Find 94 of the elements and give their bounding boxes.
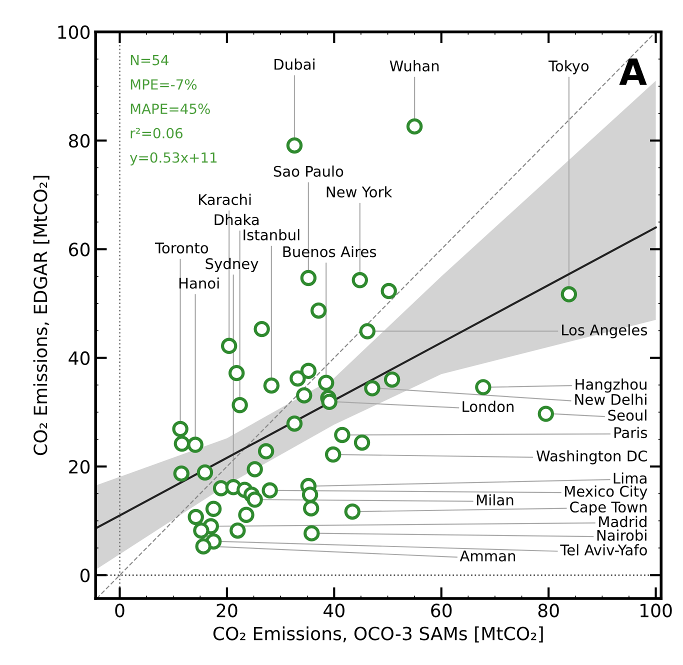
point bbox=[300, 270, 317, 286]
annotation: Hanoi bbox=[179, 277, 219, 289]
annotation: London bbox=[462, 400, 514, 412]
x-tick-label: 40 bbox=[324, 604, 344, 618]
point bbox=[354, 434, 370, 451]
point bbox=[352, 272, 368, 288]
point bbox=[187, 436, 204, 453]
point bbox=[290, 370, 306, 387]
point bbox=[560, 286, 578, 302]
point bbox=[188, 508, 204, 526]
point bbox=[195, 538, 212, 554]
point bbox=[246, 461, 263, 478]
point bbox=[344, 503, 360, 520]
annotation: New York bbox=[326, 186, 392, 198]
x-tick-label: 0 bbox=[115, 604, 124, 618]
point bbox=[205, 500, 222, 517]
x-axis-title: CO₂ Emissions, OCO-3 SAMs [MtCO₂] bbox=[213, 626, 543, 642]
annotation: Madrid bbox=[599, 516, 646, 528]
annotation: y=0.53x+11 bbox=[130, 152, 217, 166]
annotation: Sao Paulo bbox=[274, 166, 344, 177]
point bbox=[263, 377, 280, 394]
point bbox=[324, 446, 342, 463]
annotation: A bbox=[619, 58, 647, 85]
annotation: Sydney bbox=[206, 258, 258, 272]
point bbox=[302, 486, 318, 503]
point bbox=[380, 282, 397, 300]
point bbox=[296, 387, 312, 404]
point bbox=[302, 500, 320, 516]
annotation: New Delhi bbox=[575, 394, 646, 405]
point bbox=[238, 506, 254, 523]
x-tick-label: 100 bbox=[640, 604, 672, 618]
x-tick-label: 80 bbox=[538, 604, 559, 618]
point bbox=[318, 374, 334, 391]
point bbox=[262, 482, 278, 499]
annotation: Paris bbox=[614, 426, 648, 438]
point bbox=[364, 380, 380, 396]
y-tick-label: 20 bbox=[69, 460, 90, 474]
annotation: Buenos Aires bbox=[283, 246, 376, 258]
point bbox=[246, 492, 263, 508]
y-tick-label: 100 bbox=[58, 25, 90, 40]
point bbox=[286, 415, 303, 432]
y-tick-label: 0 bbox=[80, 568, 90, 582]
y-axis-title: CO₂ Emissions, EDGAR [MtCO₂] bbox=[33, 176, 50, 456]
annotation: Toronto bbox=[154, 242, 208, 254]
annotation: Lima bbox=[614, 472, 646, 484]
point bbox=[254, 320, 270, 338]
point bbox=[196, 464, 214, 481]
point bbox=[228, 364, 245, 382]
annotation: Tel Aviv-Yafo bbox=[560, 544, 647, 556]
point bbox=[286, 137, 303, 154]
point bbox=[321, 394, 338, 410]
annotation: MPE=-7% bbox=[130, 79, 197, 90]
annotation: N=54 bbox=[130, 55, 168, 66]
x-tick-label: 60 bbox=[431, 604, 452, 618]
annotation: Mexico City bbox=[565, 486, 648, 500]
y-tick-label: 40 bbox=[68, 351, 90, 365]
annotation: Los Angeles bbox=[562, 324, 648, 338]
annotation: Istanbul bbox=[244, 229, 300, 240]
annotation: Dhaka bbox=[214, 214, 259, 226]
point bbox=[193, 522, 210, 539]
annotation: Washington DC bbox=[536, 450, 647, 464]
annotation: Dubai bbox=[274, 58, 314, 70]
y-tick-label: 80 bbox=[69, 134, 90, 148]
point bbox=[359, 323, 376, 340]
y-tick-label: 60 bbox=[69, 242, 90, 256]
point bbox=[310, 302, 327, 319]
point bbox=[384, 371, 400, 388]
annotation: Nairobi bbox=[597, 530, 646, 541]
point bbox=[212, 480, 230, 496]
annotation: r²=0.06 bbox=[130, 128, 183, 138]
point bbox=[172, 420, 188, 438]
point bbox=[406, 118, 423, 135]
point bbox=[258, 443, 274, 460]
point bbox=[304, 525, 320, 542]
line-series bbox=[96, 226, 657, 530]
point bbox=[173, 465, 190, 482]
point bbox=[174, 436, 190, 452]
point bbox=[538, 406, 554, 422]
point bbox=[300, 362, 317, 380]
x-tick-label: 20 bbox=[216, 604, 238, 618]
annotation: Cape Town bbox=[570, 502, 647, 516]
point bbox=[232, 396, 248, 414]
annotation: Seoul bbox=[608, 409, 646, 421]
annotation: Karachi bbox=[198, 194, 251, 206]
point bbox=[334, 426, 350, 444]
annotation: Tokyo bbox=[548, 60, 589, 74]
annotation: Wuhan bbox=[390, 60, 439, 72]
point bbox=[475, 379, 492, 396]
point bbox=[220, 338, 238, 354]
annotation: Amman bbox=[460, 550, 516, 562]
annotation: Milan bbox=[476, 494, 514, 506]
annotation: Hangzhou bbox=[576, 378, 646, 393]
point bbox=[230, 522, 246, 539]
annotation: MAPE=45% bbox=[130, 104, 210, 114]
